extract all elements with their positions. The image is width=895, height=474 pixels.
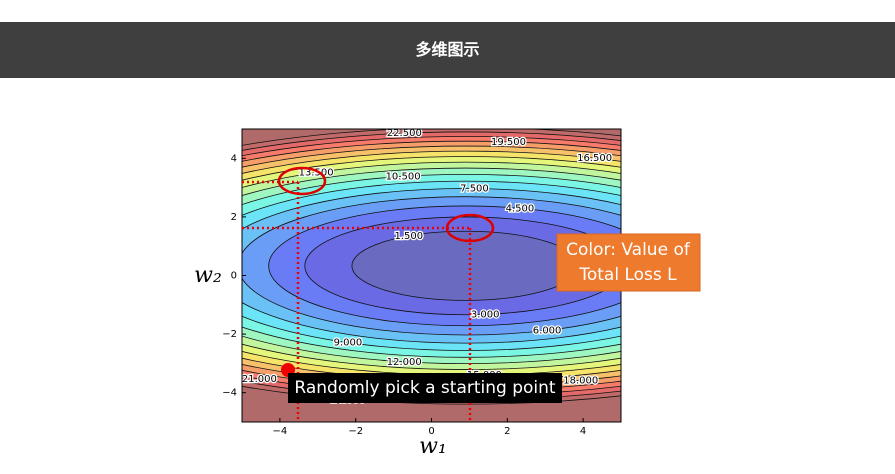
- contour-label: 16.500: [577, 153, 612, 164]
- note-text: Total Loss L: [578, 265, 677, 285]
- y-tick-label: −4: [222, 388, 237, 399]
- contour-label: 13.500: [299, 168, 334, 179]
- x-tick-label: −4: [273, 426, 288, 437]
- y-axis-label: w₂: [194, 263, 222, 288]
- y-tick-label: −2: [222, 329, 237, 340]
- contour-label: 10.500: [386, 171, 421, 182]
- contour-label: 21.000: [242, 374, 277, 385]
- contour-label: 6.000: [533, 325, 562, 336]
- contour-label: 7.500: [460, 184, 489, 195]
- contour-label: 18.000: [563, 375, 598, 386]
- y-tick-label: 0: [231, 271, 237, 282]
- contour-label: 22.500: [387, 128, 422, 139]
- x-tick-label: 4: [580, 426, 586, 437]
- contour-label: 3.000: [471, 309, 500, 320]
- y-tick-label: 4: [231, 153, 237, 164]
- highlight-ring: [445, 213, 495, 243]
- note-box: [556, 233, 701, 292]
- caption-text: Randomly pick a starting point: [294, 378, 555, 398]
- caption-box: [288, 373, 562, 403]
- header-title: 多维图示: [0, 22, 895, 78]
- note-text: Color: Value of: [566, 240, 691, 260]
- x-tick-label: 0: [428, 426, 434, 437]
- x-tick-label: −2: [348, 426, 363, 437]
- contour-label: 1.500: [394, 231, 423, 242]
- highlight-ring: [277, 166, 327, 196]
- contour-label: 4.500: [506, 203, 535, 214]
- y-tick-label: 2: [231, 212, 237, 223]
- x-axis-label: w₁: [419, 434, 447, 459]
- x-tick-label: 2: [504, 426, 510, 437]
- contour-label: 19.500: [491, 137, 526, 148]
- plot-area: 1.500 3.000 4.500 6.000 7.500 9.000 10.500 12.0…: [242, 128, 621, 422]
- contour-label: 9.000: [334, 338, 363, 349]
- contour-label: 12.000: [387, 357, 422, 368]
